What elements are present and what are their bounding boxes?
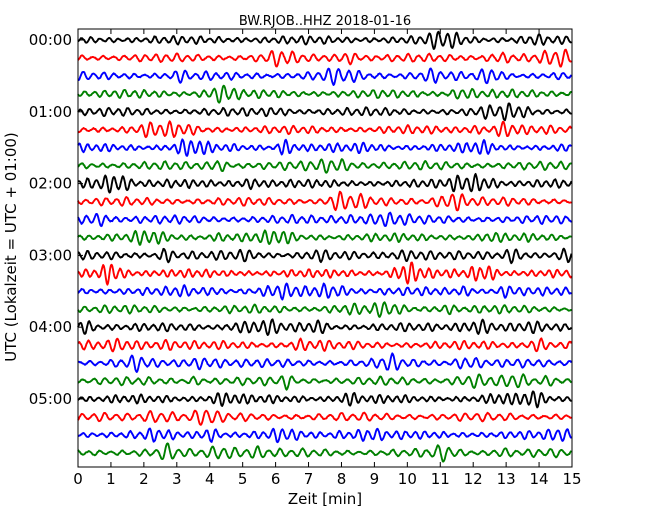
- trace-5: [77, 120, 573, 139]
- trace-7: [77, 158, 572, 174]
- x-tick-label-4: 4: [205, 470, 215, 488]
- x-tick-label-15: 15: [562, 470, 581, 488]
- x-tick-label-12: 12: [464, 470, 483, 488]
- x-tick-label-7: 7: [304, 470, 314, 488]
- x-tick-label-9: 9: [370, 470, 380, 488]
- trace-10: [77, 211, 572, 228]
- trace-6: [77, 138, 572, 157]
- trace-20: [77, 390, 572, 409]
- x-tick-label-0: 0: [73, 470, 83, 488]
- x-axis-label: Zeit [min]: [288, 490, 362, 508]
- trace-17: [77, 337, 573, 353]
- chart-title: BW.RJOB..HHZ 2018-01-16: [239, 14, 411, 29]
- trace-18: [77, 352, 573, 373]
- y-tick-label-3: 03:00: [29, 246, 72, 264]
- x-tick-label-6: 6: [271, 470, 281, 488]
- x-tick-label-10: 10: [398, 470, 417, 488]
- trace-13: [77, 261, 573, 286]
- y-axis-ticks: 00:00 01:00 02:00 03:00 04:00 05:00: [29, 31, 83, 408]
- trace-16: [77, 318, 573, 336]
- x-tick-label-8: 8: [337, 470, 347, 488]
- trace-1: [77, 48, 572, 68]
- trace-group: [77, 30, 573, 463]
- plot-frame: [77, 28, 573, 468]
- trace-21: [77, 409, 573, 426]
- trace-4: [77, 102, 572, 122]
- x-tick-label-11: 11: [431, 470, 450, 488]
- x-tick-label-13: 13: [497, 470, 516, 488]
- trace-22: [77, 427, 572, 444]
- y-tick-label-0: 00:00: [29, 31, 72, 49]
- y-tick-label-5: 05:00: [29, 390, 72, 408]
- x-tick-label-14: 14: [530, 470, 549, 488]
- y-tick-label-1: 01:00: [29, 103, 72, 121]
- trace-14: [77, 282, 573, 301]
- y-tick-label-2: 02:00: [29, 175, 72, 193]
- trace-12: [77, 247, 573, 265]
- x-tick-label-2: 2: [139, 470, 149, 488]
- trace-15: [77, 301, 572, 318]
- x-tick-label-3: 3: [172, 470, 182, 488]
- trace-23: [77, 442, 572, 463]
- x-axis-ticks: 0 1 2 3 4 5 6 7 8 9 10 11 12 13 14 15: [73, 29, 582, 488]
- x-tick-label-1: 1: [106, 470, 116, 488]
- trace-0: [77, 30, 573, 50]
- y-axis-label: UTC (Lokalzeit = UTC + 01:00): [2, 132, 20, 362]
- trace-19: [77, 373, 572, 391]
- trace-9: [77, 190, 572, 212]
- trace-2: [77, 67, 573, 86]
- trace-8: [77, 172, 573, 194]
- trace-3: [77, 84, 572, 104]
- trace-11: [77, 229, 572, 246]
- x-tick-label-5: 5: [238, 470, 248, 488]
- y-tick-label-4: 04:00: [29, 318, 72, 336]
